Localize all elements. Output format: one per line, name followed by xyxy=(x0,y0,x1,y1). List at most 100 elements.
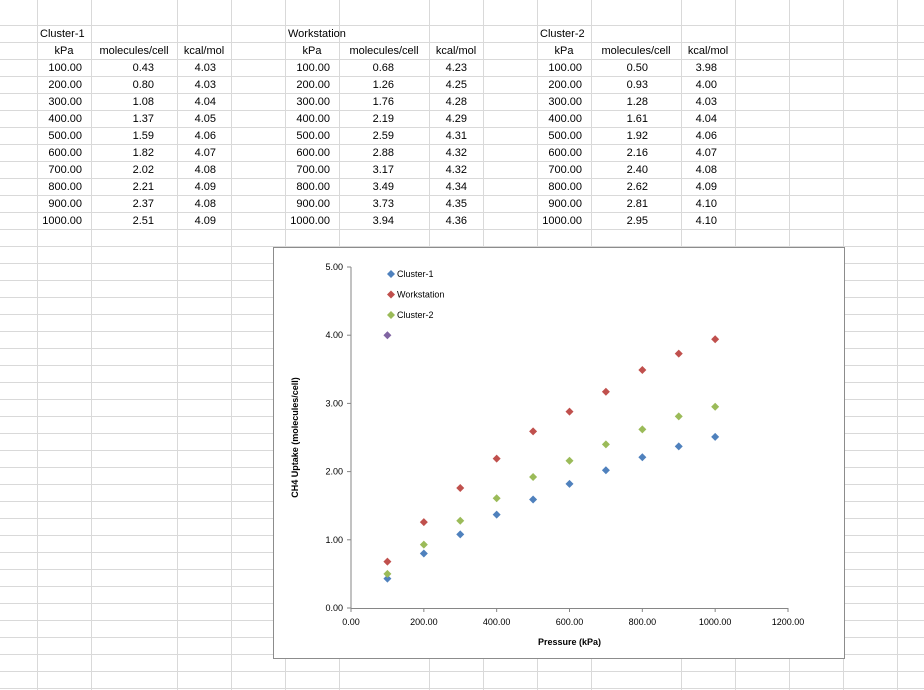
data-cell[interactable]: 2.51 xyxy=(132,215,154,227)
data-cell[interactable]: 1.76 xyxy=(372,96,394,108)
data-cell[interactable]: 800.00 xyxy=(48,181,82,193)
data-cell[interactable]: 1.37 xyxy=(132,113,154,125)
data-cell[interactable]: 0.43 xyxy=(132,62,154,74)
data-cell[interactable]: 400.00 xyxy=(48,113,82,125)
data-cell[interactable]: 3.17 xyxy=(372,164,394,176)
data-cell[interactable]: 100.00 xyxy=(48,62,82,74)
data-cell[interactable]: 4.05 xyxy=(194,113,216,125)
data-cell[interactable]: 4.04 xyxy=(194,96,216,108)
data-cell[interactable]: 600.00 xyxy=(48,147,82,159)
data-cell[interactable]: 900.00 xyxy=(296,198,330,210)
data-cell[interactable]: 4.03 xyxy=(194,79,216,91)
data-cell[interactable]: 200.00 xyxy=(48,79,82,91)
data-cell[interactable]: 1.59 xyxy=(132,130,154,142)
header-cell[interactable]: kPa xyxy=(554,45,574,57)
data-cell[interactable]: 4.08 xyxy=(194,198,216,210)
data-cell[interactable]: 4.31 xyxy=(445,130,467,142)
data-cell[interactable]: 4.23 xyxy=(445,62,467,74)
data-cell[interactable]: 500.00 xyxy=(48,130,82,142)
data-cell[interactable]: 100.00 xyxy=(296,62,330,74)
data-cell[interactable]: 3.94 xyxy=(372,215,394,227)
table-title-cell[interactable]: Cluster-1 xyxy=(40,28,85,40)
data-cell[interactable]: 1000.00 xyxy=(542,215,582,227)
data-cell[interactable]: 800.00 xyxy=(548,181,582,193)
data-cell[interactable]: 700.00 xyxy=(296,164,330,176)
data-cell[interactable]: 2.81 xyxy=(626,198,648,210)
table-title-cell[interactable]: Cluster-2 xyxy=(540,28,585,40)
data-cell[interactable]: 4.07 xyxy=(194,147,216,159)
header-cell[interactable]: kPa xyxy=(54,45,74,57)
data-cell[interactable]: 0.80 xyxy=(132,79,154,91)
data-cell[interactable]: 2.37 xyxy=(132,198,154,210)
data-cell[interactable]: 4.34 xyxy=(445,181,467,193)
data-cell[interactable]: 400.00 xyxy=(296,113,330,125)
data-cell[interactable]: 3.49 xyxy=(372,181,394,193)
data-cell[interactable]: 4.28 xyxy=(445,96,467,108)
data-cell[interactable]: 1.92 xyxy=(626,130,648,142)
data-cell[interactable]: 1.28 xyxy=(626,96,648,108)
data-cell[interactable]: 4.32 xyxy=(445,147,467,159)
data-cell[interactable]: 1000.00 xyxy=(42,215,82,227)
data-cell[interactable]: 2.95 xyxy=(626,215,648,227)
header-cell[interactable]: molecules/cell xyxy=(99,45,169,57)
data-cell[interactable]: 2.19 xyxy=(372,113,394,125)
data-cell[interactable]: 4.03 xyxy=(194,62,216,74)
data-cell[interactable]: 800.00 xyxy=(296,181,330,193)
data-cell[interactable]: 4.32 xyxy=(445,164,467,176)
data-cell[interactable]: 4.29 xyxy=(445,113,467,125)
data-cell[interactable]: 4.09 xyxy=(695,181,717,193)
data-cell[interactable]: 4.25 xyxy=(445,79,467,91)
data-cell[interactable]: 2.59 xyxy=(372,130,394,142)
data-cell[interactable]: 4.07 xyxy=(695,147,717,159)
data-cell[interactable]: 4.06 xyxy=(695,130,717,142)
header-cell[interactable]: molecules/cell xyxy=(349,45,419,57)
header-cell[interactable]: kcal/mol xyxy=(183,45,225,57)
data-cell[interactable]: 2.88 xyxy=(372,147,394,159)
data-cell[interactable]: 600.00 xyxy=(548,147,582,159)
data-cell[interactable]: 1.08 xyxy=(132,96,154,108)
data-cell[interactable]: 4.09 xyxy=(194,215,216,227)
data-cell[interactable]: 4.36 xyxy=(445,215,467,227)
data-cell[interactable]: 0.50 xyxy=(626,62,648,74)
data-cell[interactable]: 300.00 xyxy=(548,96,582,108)
data-cell[interactable]: 1.26 xyxy=(372,79,394,91)
header-cell[interactable]: kcal/mol xyxy=(687,45,729,57)
data-cell[interactable]: 4.09 xyxy=(194,181,216,193)
data-cell[interactable]: 2.02 xyxy=(132,164,154,176)
data-cell[interactable]: 4.04 xyxy=(695,113,717,125)
data-cell[interactable]: 200.00 xyxy=(296,79,330,91)
data-cell[interactable]: 300.00 xyxy=(296,96,330,108)
data-cell[interactable]: 4.10 xyxy=(695,198,717,210)
data-cell[interactable]: 900.00 xyxy=(48,198,82,210)
data-cell[interactable]: 4.06 xyxy=(194,130,216,142)
table-title-cell[interactable]: Workstation xyxy=(288,28,346,40)
data-cell[interactable]: 0.68 xyxy=(372,62,394,74)
data-cell[interactable]: 2.16 xyxy=(626,147,648,159)
data-cell[interactable]: 100.00 xyxy=(548,62,582,74)
data-cell[interactable]: 500.00 xyxy=(548,130,582,142)
data-cell[interactable]: 0.93 xyxy=(626,79,648,91)
header-cell[interactable]: kcal/mol xyxy=(435,45,477,57)
data-cell[interactable]: 500.00 xyxy=(296,130,330,142)
data-cell[interactable]: 2.40 xyxy=(626,164,648,176)
data-cell[interactable]: 4.00 xyxy=(695,79,717,91)
data-cell[interactable]: 700.00 xyxy=(48,164,82,176)
data-cell[interactable]: 2.21 xyxy=(132,181,154,193)
data-cell[interactable]: 4.10 xyxy=(695,215,717,227)
data-cell[interactable]: 2.62 xyxy=(626,181,648,193)
data-cell[interactable]: 200.00 xyxy=(548,79,582,91)
data-cell[interactable]: 1.61 xyxy=(626,113,648,125)
data-cell[interactable]: 1.82 xyxy=(132,147,154,159)
data-cell[interactable]: 600.00 xyxy=(296,147,330,159)
data-cell[interactable]: 3.73 xyxy=(372,198,394,210)
data-cell[interactable]: 400.00 xyxy=(548,113,582,125)
data-cell[interactable]: 900.00 xyxy=(548,198,582,210)
header-cell[interactable]: kPa xyxy=(302,45,322,57)
data-cell[interactable]: 4.03 xyxy=(695,96,717,108)
data-cell[interactable]: 4.35 xyxy=(445,198,467,210)
data-cell[interactable]: 1000.00 xyxy=(290,215,330,227)
data-cell[interactable]: 300.00 xyxy=(48,96,82,108)
scatter-chart[interactable]: 0.00 1.00 2.00 3.00 4.00 5.00 0.00 200.00 400.00… xyxy=(273,247,845,659)
data-cell[interactable]: 4.08 xyxy=(695,164,717,176)
data-cell[interactable]: 700.00 xyxy=(548,164,582,176)
